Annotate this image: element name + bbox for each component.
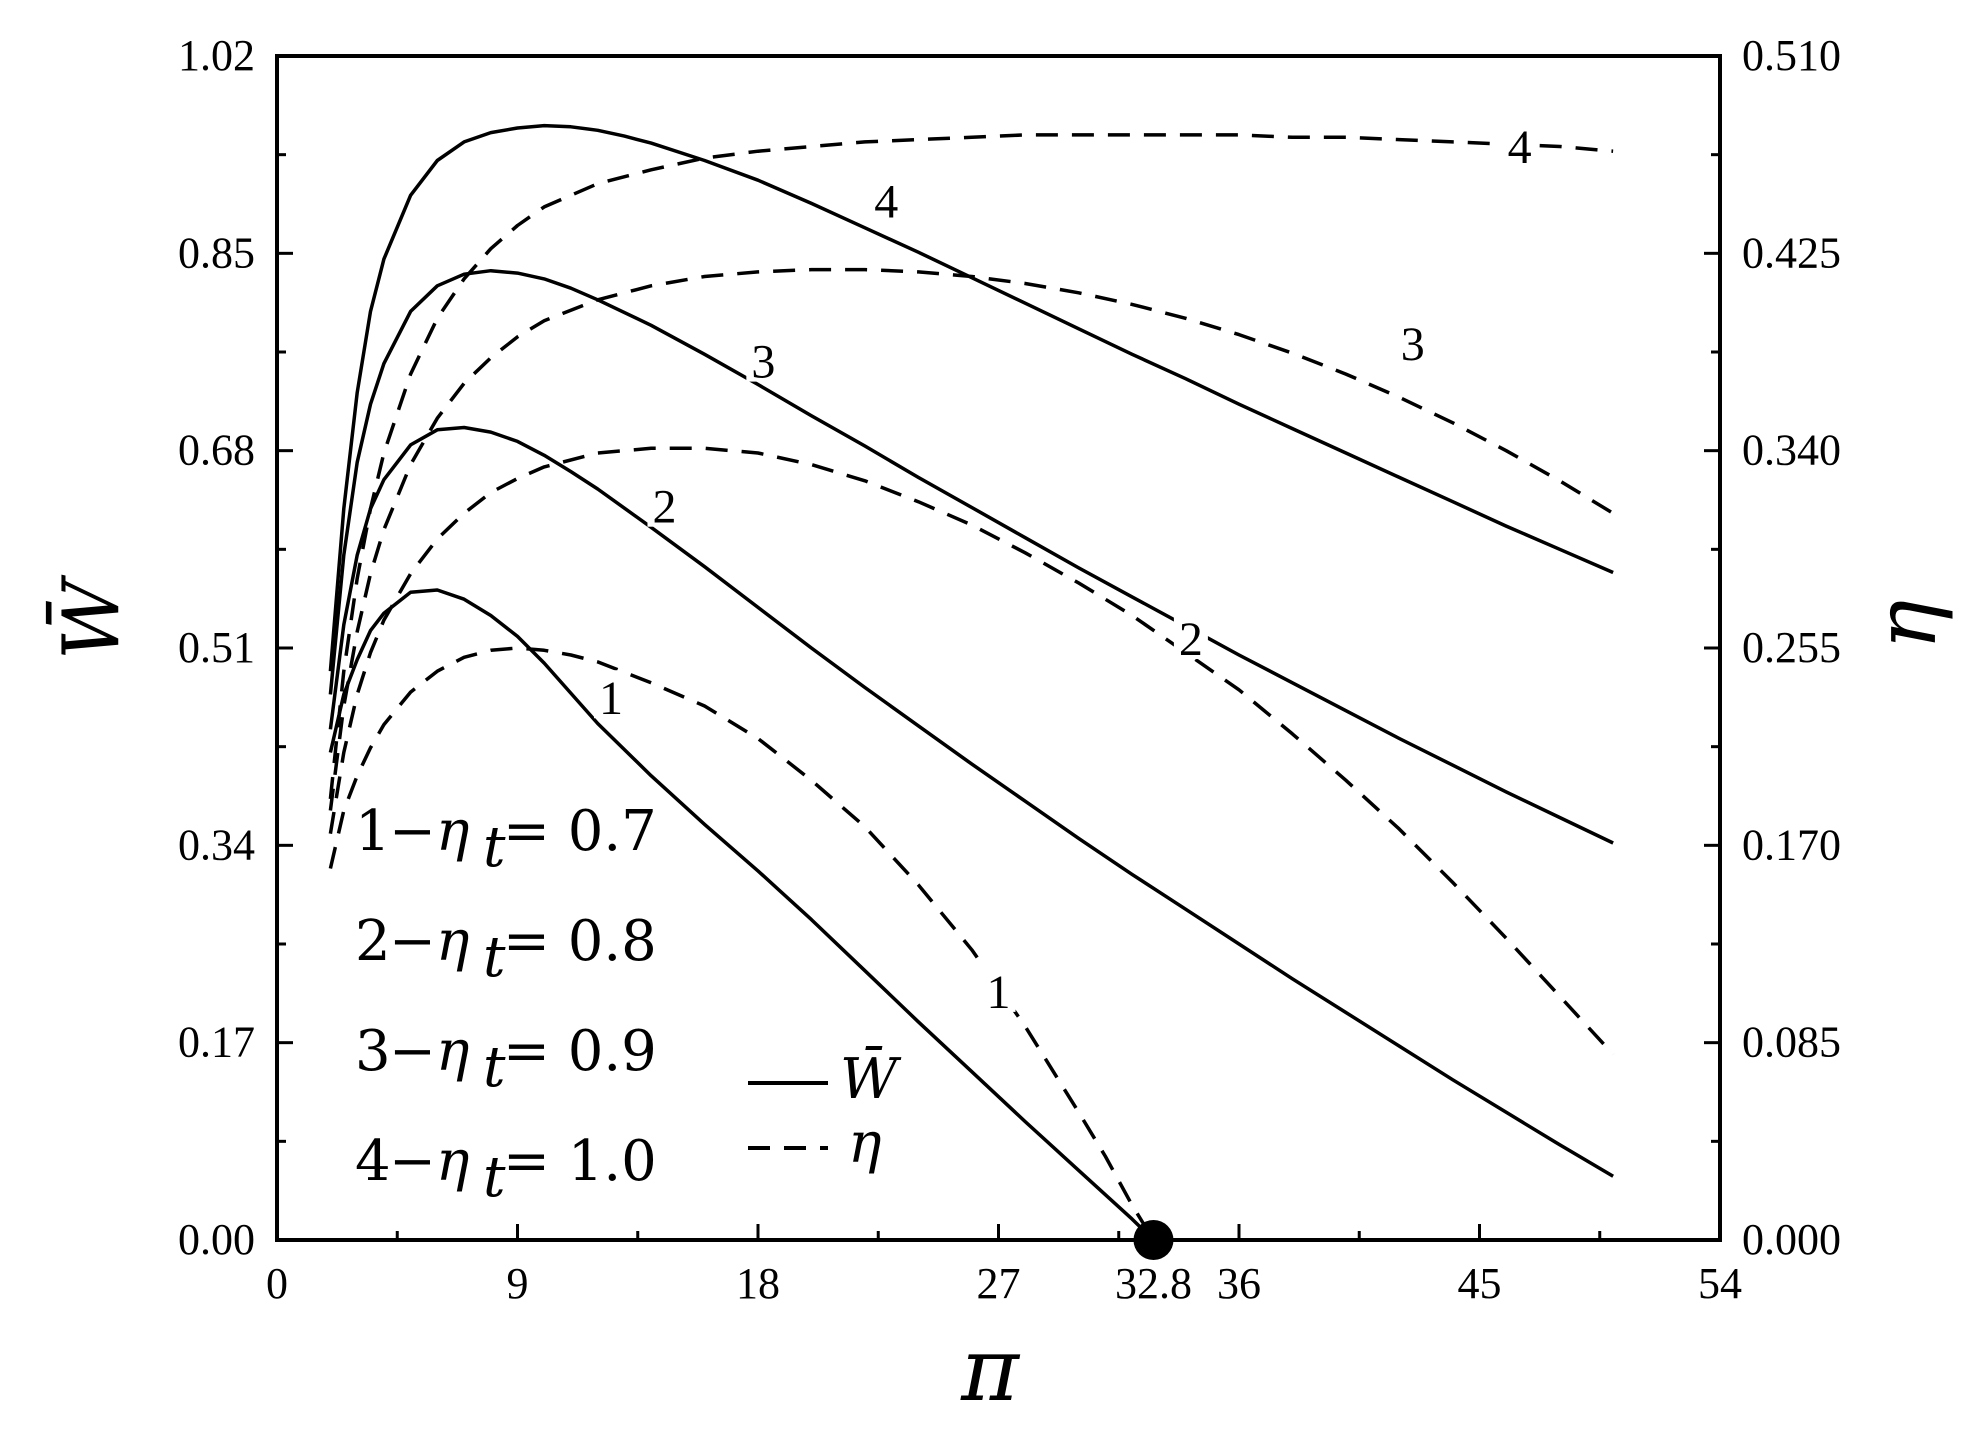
- series-label-bg: [869, 173, 904, 222]
- series-label-bg: [981, 963, 1016, 1012]
- series-4-eta-line: [328, 133, 1614, 800]
- y-right-tick-label: 0.425: [1742, 228, 1841, 277]
- y-right-tick-label: 0.510: [1742, 31, 1841, 80]
- series-4-W-line: [328, 123, 1614, 672]
- legend-case-value: = 0.7: [503, 799, 657, 864]
- legend-case-number: 2: [355, 909, 391, 974]
- x-tick-label: 45: [1458, 1259, 1502, 1308]
- series-label-bg: [1395, 316, 1430, 365]
- ticks-layer: 0 9 18 27 32.8 36 45 54 0.00 0.17 0.34 0.51 0.68 0.85…: [178, 31, 1841, 1308]
- series-3-W-label: 3: [751, 336, 775, 389]
- legend-case-number: 1: [355, 799, 391, 864]
- intersection-marker: [1133, 1220, 1174, 1260]
- legend: 1−η t = 0.72−η t = 0.83−η t = 0.94−η t = 1.0…: [355, 799, 902, 1210]
- legend-case-value: = 0.9: [503, 1019, 657, 1084]
- y-left-tick-label: 0.51: [178, 623, 255, 672]
- series-2-eta-label: 2: [1179, 613, 1203, 666]
- x-tick-label: 0: [266, 1259, 288, 1308]
- y-right-tick-label: 0.000: [1742, 1215, 1841, 1264]
- legend-case-value: = 1.0: [503, 1129, 657, 1194]
- series-1-eta-line: [328, 646, 1155, 1241]
- series-label-bg: [647, 478, 682, 527]
- y-left-axis-title: W̄: [45, 574, 137, 660]
- legend-case-subscript: t: [483, 1035, 506, 1100]
- y-left-tick-label: 0.34: [178, 820, 255, 869]
- x-tick-label: 32.8: [1115, 1259, 1192, 1308]
- series-2-eta-line: [328, 446, 1615, 1056]
- y-right-axis-title: η: [1857, 600, 1955, 650]
- legend-case-subscript: t: [483, 1145, 506, 1210]
- y-left-tick-label: 0.85: [178, 228, 255, 277]
- series-3-W-line: [328, 268, 1614, 845]
- y-right-tick-label: 0.085: [1742, 1018, 1841, 1067]
- curve-labels-layer: 1 1 2 2 3 3 4 4: [594, 118, 1537, 1019]
- legend-solid-label: W̄: [840, 1045, 902, 1112]
- series-4-W-label: 4: [874, 175, 898, 228]
- x-tick-label: 9: [507, 1259, 529, 1308]
- y-right-tick-label: 0.170: [1742, 820, 1841, 869]
- series-label-bg: [746, 333, 781, 382]
- legend-case-number: 4: [355, 1129, 391, 1194]
- marker-layer: [1133, 1220, 1174, 1260]
- legend-case-subscript: t: [483, 815, 506, 880]
- series-2-W-line: [328, 425, 1614, 1178]
- series-1-eta-label: 1: [987, 966, 1011, 1019]
- legend-case-symbol: −η: [389, 799, 469, 864]
- legend-case-subscript: t: [483, 925, 506, 990]
- y-right-tick-label: 0.255: [1742, 623, 1841, 672]
- series-label-bg: [1173, 611, 1208, 660]
- y-left-tick-label: 0.17: [178, 1018, 255, 1067]
- y-right-tick-label: 0.340: [1742, 426, 1841, 475]
- series-2-W-label: 2: [652, 481, 676, 534]
- series-1-W-line: [328, 588, 1155, 1242]
- x-tick-label: 36: [1217, 1259, 1261, 1308]
- legend-case-value: = 0.8: [503, 909, 657, 974]
- y-left-tick-label: 0.00: [178, 1215, 255, 1264]
- legend-case-symbol: −η: [389, 909, 469, 974]
- y-left-tick-label: 1.02: [178, 31, 255, 80]
- legend-case-number: 3: [355, 1019, 391, 1084]
- curves-layer: [328, 123, 1615, 1242]
- series-4-eta-label: 4: [1508, 121, 1532, 174]
- series-3-eta-line: [328, 267, 1615, 811]
- legend-case-symbol: −η: [389, 1129, 469, 1194]
- series-1-W-label: 1: [599, 672, 623, 725]
- x-tick-label: 54: [1698, 1259, 1742, 1308]
- series-label-bg: [1502, 118, 1537, 167]
- series-3-eta-label: 3: [1401, 318, 1425, 371]
- x-tick-label: 18: [736, 1259, 780, 1308]
- x-tick-label: 27: [977, 1259, 1021, 1308]
- y-left-tick-label: 0.68: [178, 426, 255, 475]
- series-label-bg: [594, 670, 629, 719]
- x-axis-title: π: [960, 1318, 1021, 1421]
- legend-case-symbol: −η: [389, 1019, 469, 1084]
- legend-dashed-label: η: [848, 1111, 882, 1176]
